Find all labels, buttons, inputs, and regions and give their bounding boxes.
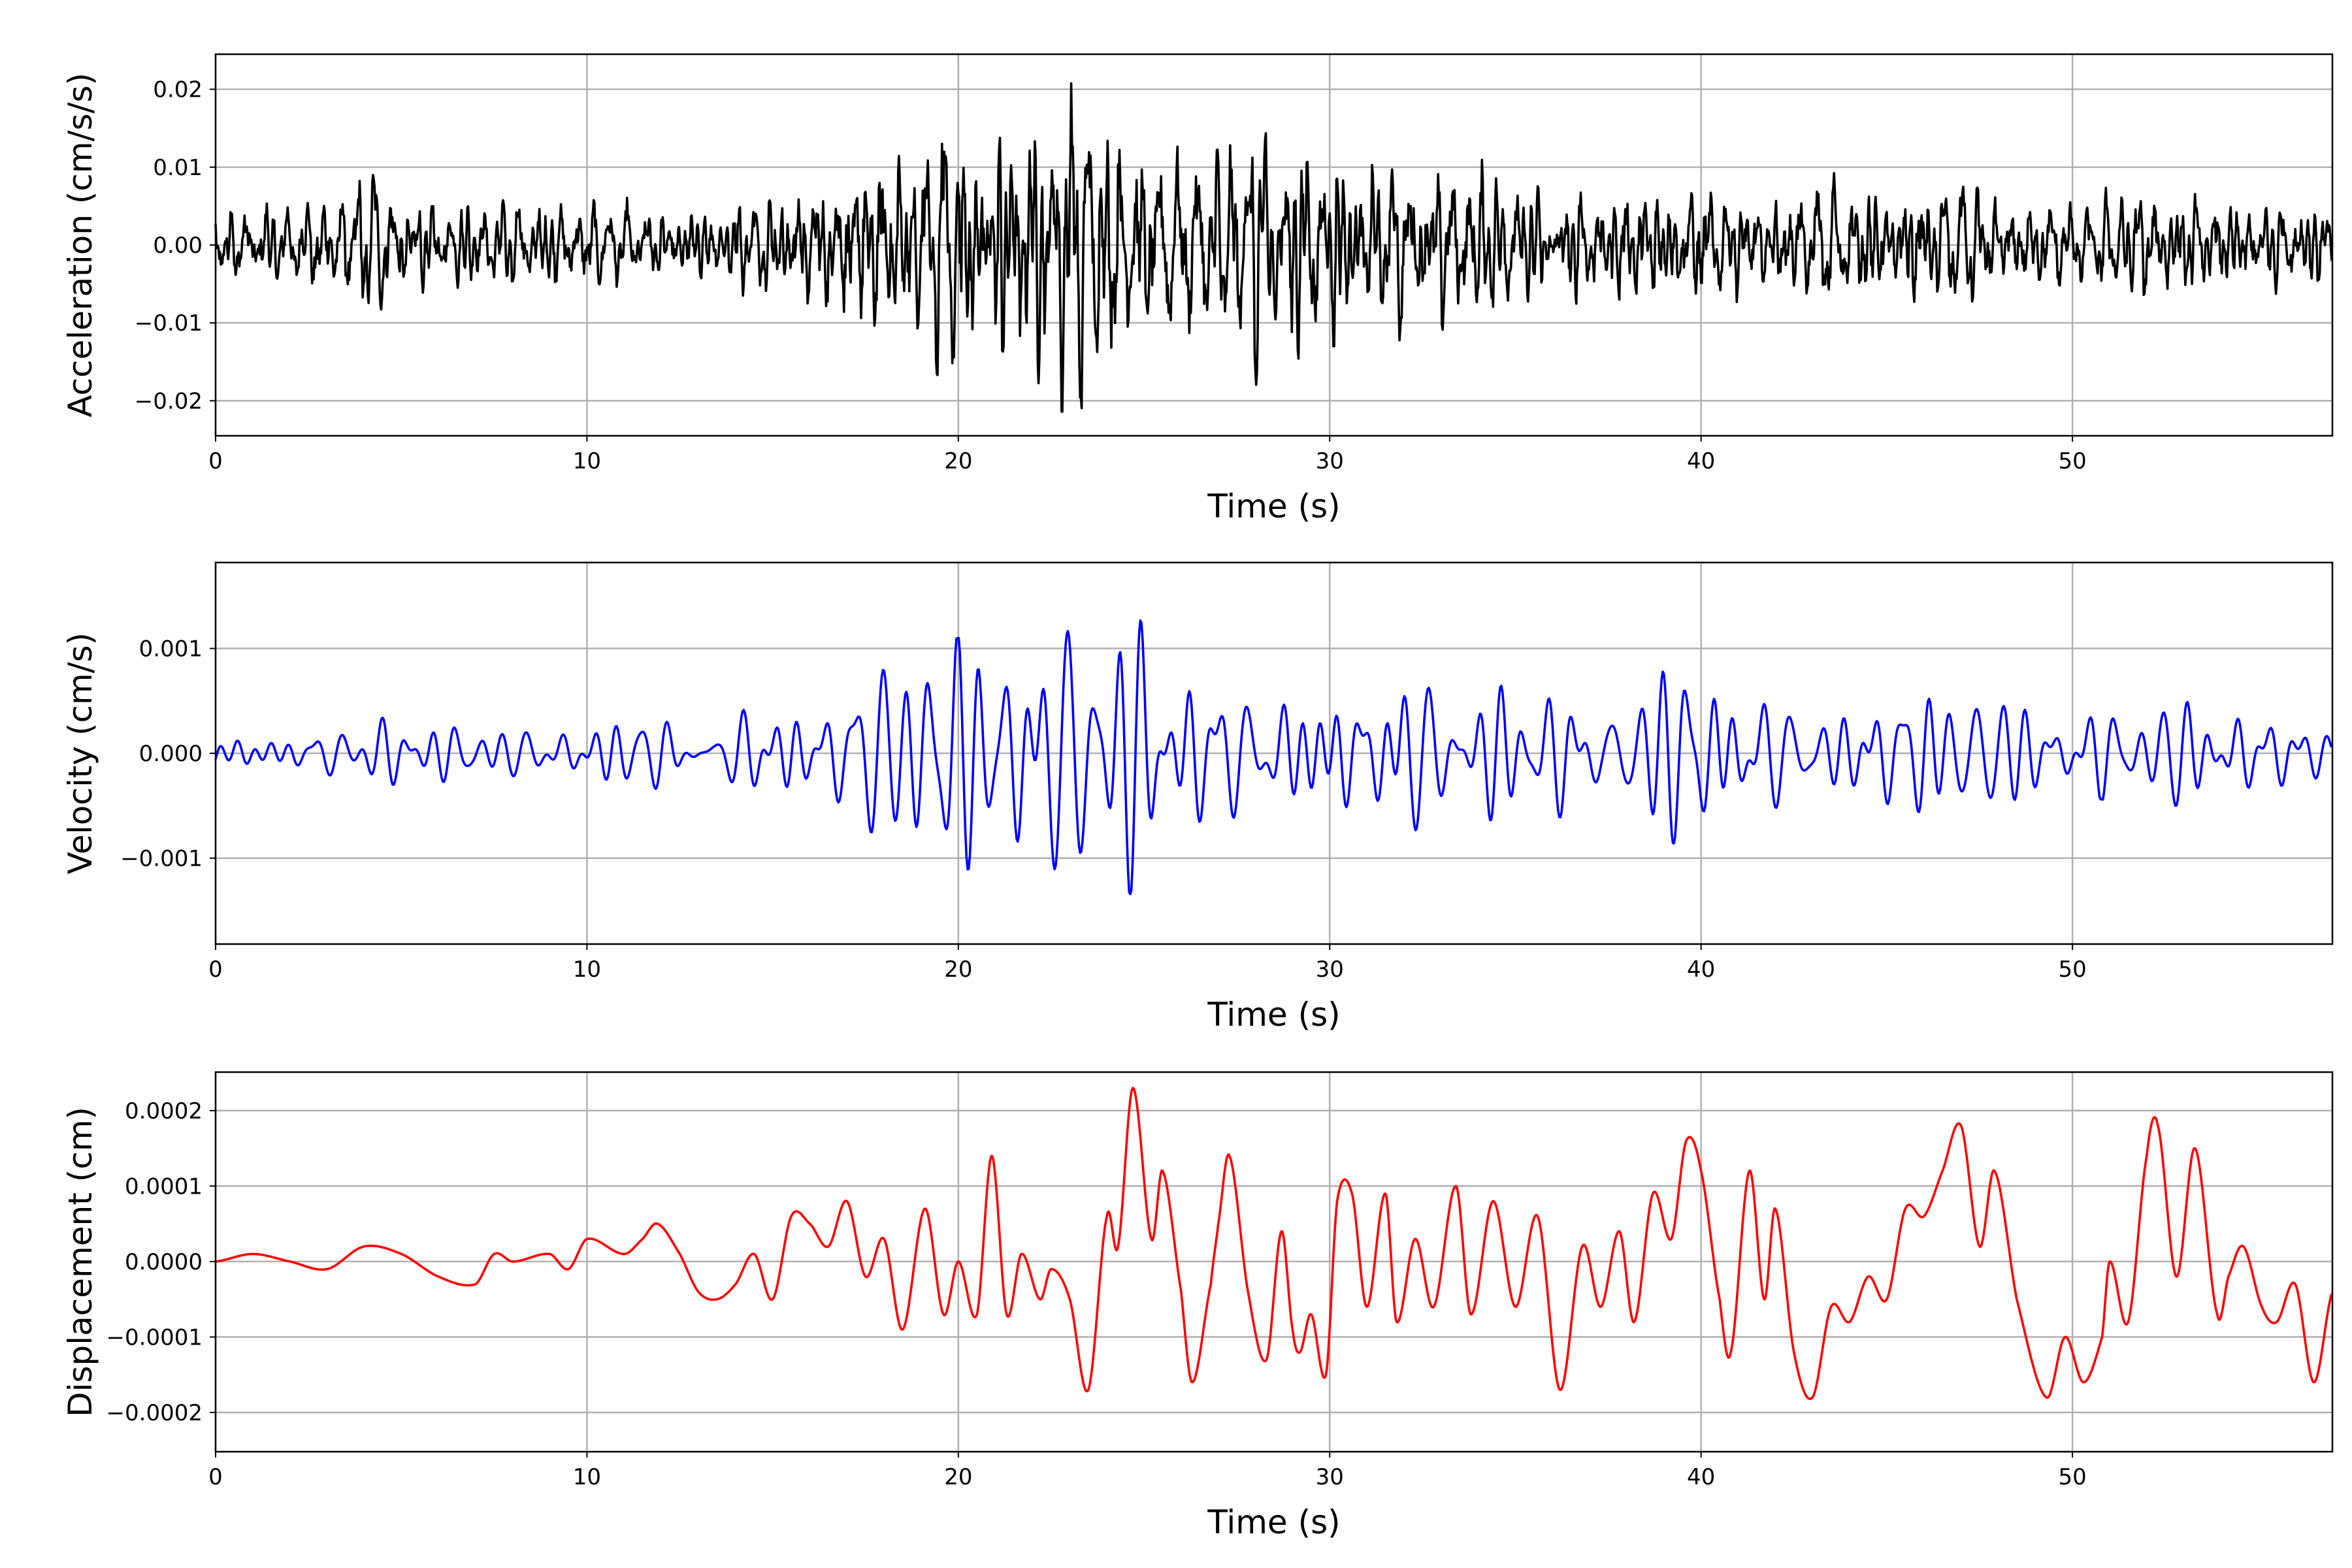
axes-frame	[214, 1071, 2334, 1453]
x-tick-label: 0	[208, 448, 223, 474]
velocity-series-line	[214, 619, 2333, 896]
y-tick-label: 0.0000	[125, 1249, 203, 1275]
y-tick-label: −0.0001	[106, 1324, 203, 1350]
x-tick-label: 40	[1687, 448, 1715, 474]
x-tick-label: 30	[1316, 1464, 1344, 1490]
subplot-2: 0 10 20 30 40 50 −0.001 0.000 0.001 Time (s) Veloc…	[61, 561, 2334, 1034]
y-tick-label: −0.0002	[106, 1400, 203, 1426]
y-tick-label: 0.01	[153, 155, 203, 181]
x-axis-label: Time (s)	[1207, 996, 1340, 1034]
y-tick-label: −0.001	[120, 845, 203, 872]
x-tick-label: 50	[2058, 448, 2086, 474]
x-tick-label: 30	[1316, 448, 1344, 474]
y-tick-label: 0.02	[153, 77, 203, 103]
axes-frame	[214, 561, 2334, 945]
axes-frame	[214, 53, 2334, 437]
y-axis-label: Velocity (cm/s)	[61, 632, 99, 874]
x-tick-label: 40	[1687, 1464, 1715, 1490]
y-tick-label: 0.0002	[125, 1098, 203, 1124]
x-tick-label: 20	[944, 448, 972, 474]
x-tick-label: 10	[573, 956, 601, 983]
displacement-series-line	[215, 1086, 2333, 1400]
subplot-1: 0 10 20 30 40 50 −0.02 −0.01 0.00 0.01 0.02 Time (s…	[61, 53, 2334, 525]
y-tick-label: 0.0001	[125, 1173, 203, 1200]
x-axis-label: Time (s)	[1207, 1503, 1340, 1541]
y-tick-label: 0.001	[139, 636, 203, 662]
x-tick-label: 50	[2058, 956, 2086, 983]
y-tick-label: −0.01	[135, 310, 203, 336]
x-tick-label: 0	[208, 1464, 223, 1490]
x-tick-label: 0	[208, 956, 223, 983]
x-axis-label: Time (s)	[1207, 487, 1340, 525]
y-tick-label: 0.000	[139, 741, 203, 767]
x-tick-label: 20	[944, 956, 972, 983]
x-tick-label: 20	[944, 1464, 972, 1490]
x-tick-label: 40	[1687, 956, 1715, 983]
x-tick-label: 50	[2058, 1464, 2086, 1490]
y-axis-label: Acceleration (cm/s/s)	[61, 73, 99, 417]
y-tick-label: −0.02	[135, 388, 203, 414]
y-axis-label: Displacement (cm)	[61, 1107, 99, 1417]
acceleration-series-line	[214, 82, 2333, 413]
x-tick-label: 30	[1316, 956, 1344, 983]
subplot-3: 0 10 20 30 40 50 −0.0002 −0.0001 0.0000 0.0001 0.0…	[61, 1071, 2334, 1541]
y-tick-label: 0.00	[153, 233, 203, 259]
x-tick-label: 10	[573, 1464, 601, 1490]
x-tick-label: 10	[573, 448, 601, 474]
